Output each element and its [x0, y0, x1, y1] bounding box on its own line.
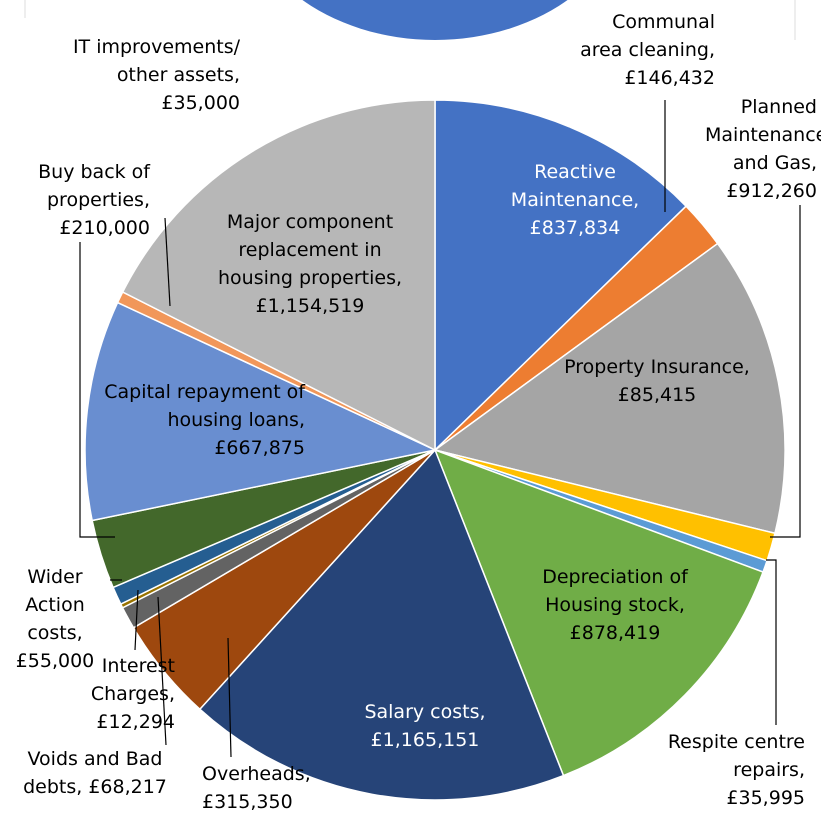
- data-label: Respite centre repairs, £35,995: [665, 728, 805, 812]
- data-label: Depreciation of Housing stock, £878,419: [525, 563, 705, 647]
- pie-slice: [434, 99, 688, 452]
- pie-slice: [84, 301, 438, 522]
- value-label: £1,154,519: [255, 295, 365, 317]
- leader-line: [766, 559, 777, 725]
- category-label: Salary costs,: [364, 701, 486, 723]
- data-label: Property Insurance, £85,415: [562, 353, 752, 409]
- data-label: Planned Maintenance and Gas, £912,260: [705, 93, 821, 205]
- data-label: Capital repayment of housing loans, £667…: [100, 378, 305, 462]
- category-label: Planned Maintenance and Gas,: [705, 96, 821, 174]
- decor: [24, 0, 796, 40]
- data-label: Reactive Maintenance, £837,834: [500, 158, 650, 242]
- leader-line: [79, 242, 115, 538]
- slices: [84, 99, 786, 801]
- value-label: £315,350: [202, 791, 293, 813]
- value-label: £35,995: [726, 787, 805, 809]
- data-label: Wider Action costs, £55,000: [5, 563, 105, 675]
- category-label: IT improvements/ other assets,: [72, 36, 240, 86]
- leader-line: [770, 205, 801, 538]
- leader-lines: [79, 100, 801, 758]
- value-label: £210,000: [59, 217, 150, 239]
- category-label: Buy back of properties,: [38, 161, 150, 211]
- data-label: Major component replacement in housing p…: [205, 208, 415, 320]
- category-label: Wider Action costs,: [25, 566, 85, 644]
- category-label: Voids and Bad debts,: [23, 748, 163, 798]
- category-label: Depreciation of Housing stock,: [542, 566, 688, 616]
- value-label: £68,217: [88, 776, 167, 798]
- pie-slice: [198, 448, 565, 801]
- data-label: Salary costs, £1,165,151: [345, 698, 505, 754]
- category-label: Respite centre repairs,: [667, 731, 805, 781]
- value-label: £667,875: [214, 437, 305, 459]
- category-label: Property Insurance,: [564, 356, 750, 378]
- leader-line: [227, 637, 232, 758]
- value-label: £1,165,151: [370, 729, 480, 751]
- pie-slice: [433, 242, 786, 535]
- category-label: Communal area cleaning,: [580, 11, 715, 61]
- data-label: Communal area cleaning, £146,432: [565, 8, 715, 92]
- value-label: £878,419: [569, 622, 661, 644]
- value-label: £12,294: [96, 711, 175, 733]
- category-label: Reactive Maintenance,: [510, 161, 640, 211]
- value-label: £85,415: [617, 384, 697, 406]
- value-label: £146,432: [624, 67, 715, 89]
- category-label: Major component replacement in housing p…: [217, 211, 403, 289]
- pie-slice: [433, 448, 764, 777]
- pie-slice: [121, 99, 436, 452]
- leader-line: [157, 596, 167, 746]
- leader-line: [134, 589, 139, 651]
- category-label: Capital repayment of housing loans,: [104, 381, 305, 431]
- data-label: Overheads, £315,350: [202, 760, 332, 816]
- value-label: £55,000: [15, 650, 95, 672]
- data-label: Buy back of properties, £210,000: [15, 158, 150, 242]
- data-label: IT improvements/ other assets, £35,000: [35, 33, 240, 117]
- value-label: £837,834: [529, 217, 621, 239]
- category-label: Overheads,: [202, 763, 311, 785]
- leader-line: [164, 217, 171, 307]
- value-label: £912,260: [726, 180, 817, 202]
- value-label: £35,000: [161, 92, 240, 114]
- previous-chart-shape: [302, 0, 568, 40]
- data-label: Interest Charges, £12,294: [55, 652, 175, 736]
- data-label: Voids and Bad debts, £68,217: [15, 745, 175, 801]
- category-label: Interest Charges,: [90, 655, 175, 705]
